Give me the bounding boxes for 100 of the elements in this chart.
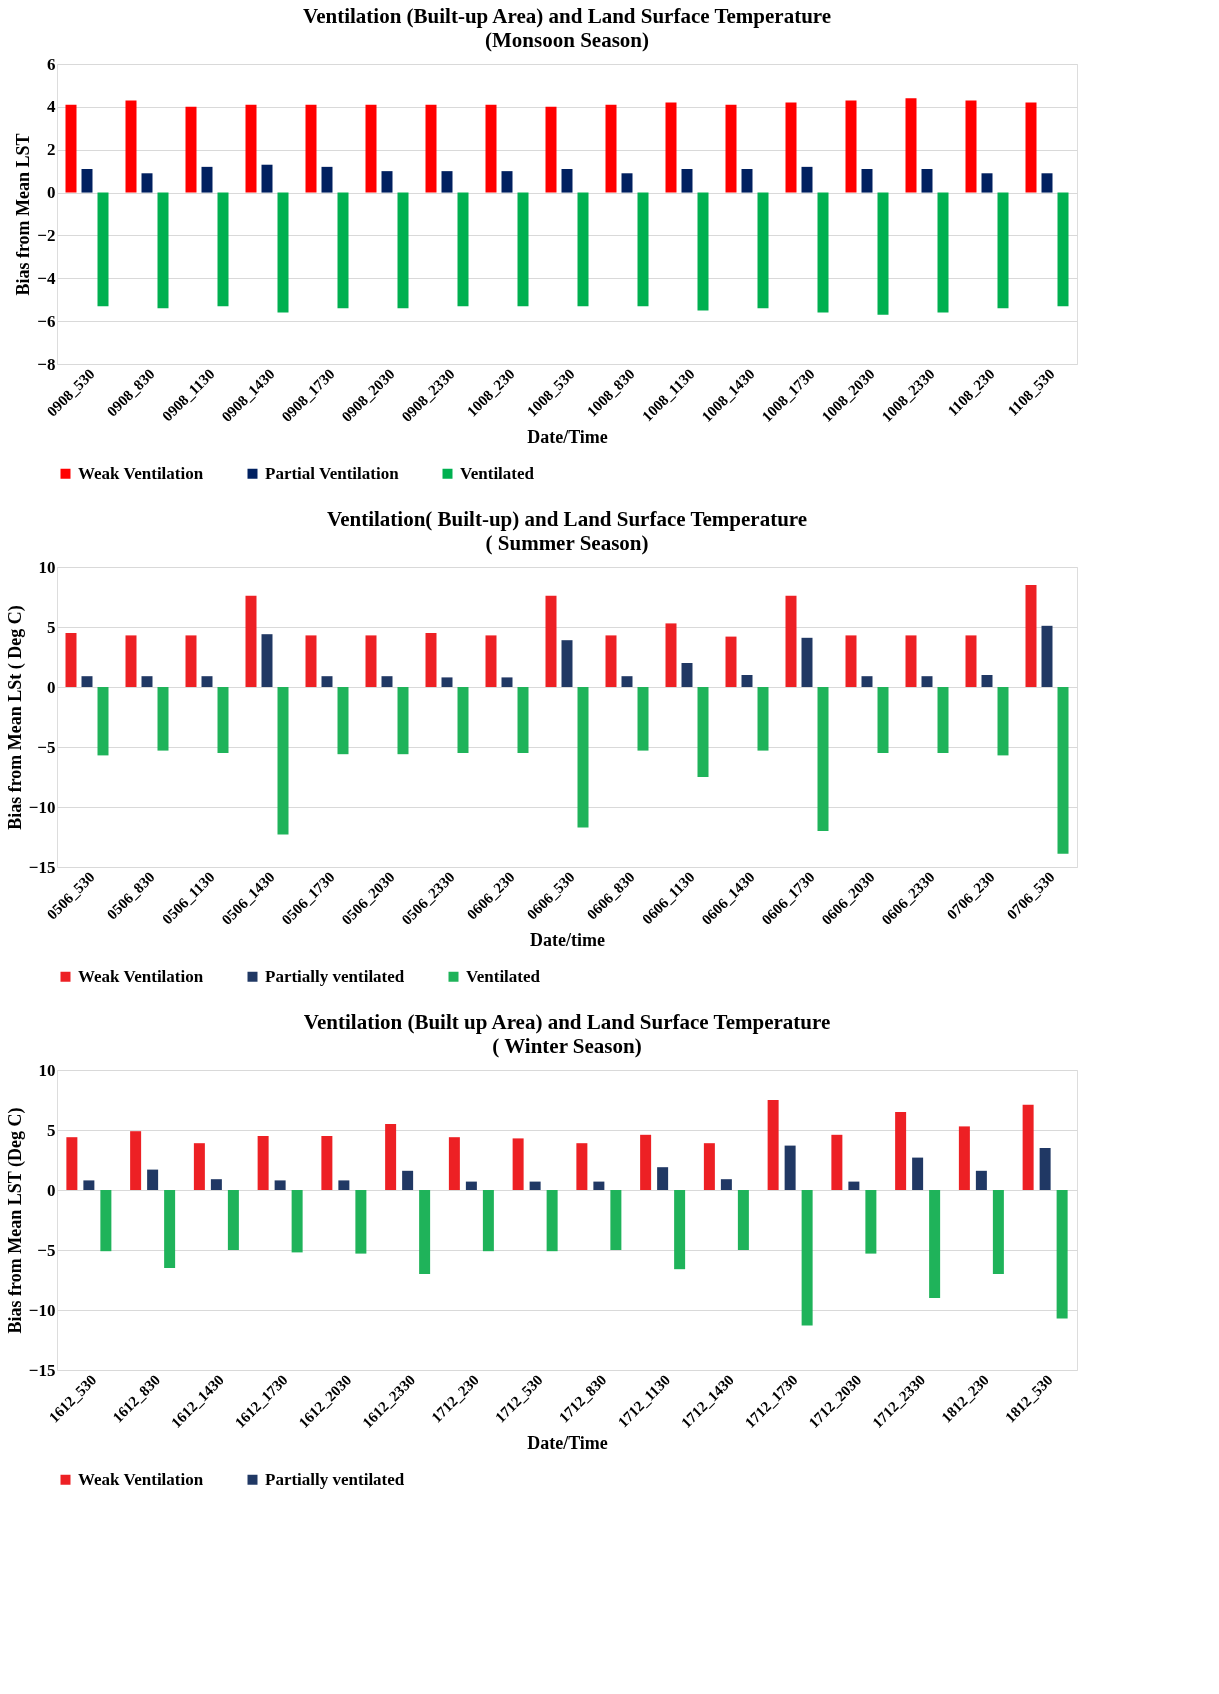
bar — [337, 192, 349, 309]
bar — [845, 100, 857, 193]
bar — [193, 1143, 205, 1190]
bar — [577, 687, 589, 828]
bar — [397, 192, 409, 309]
bar — [905, 98, 917, 193]
bar — [305, 104, 317, 193]
bar — [703, 1143, 715, 1190]
bar — [637, 687, 649, 751]
bar — [681, 169, 693, 193]
bar — [485, 635, 497, 687]
bar — [621, 676, 633, 687]
bar — [657, 1167, 669, 1190]
bar — [338, 1180, 350, 1190]
bar — [141, 676, 153, 687]
bar — [877, 192, 889, 315]
bar — [546, 1190, 558, 1252]
bar — [576, 1143, 588, 1190]
y-tick-label: −10 — [28, 797, 56, 817]
bar — [757, 687, 769, 751]
bar — [441, 677, 453, 687]
bar — [517, 687, 529, 753]
bar — [529, 1181, 541, 1190]
bar — [845, 635, 857, 687]
bar — [125, 100, 137, 193]
bar — [457, 192, 469, 307]
bar — [277, 192, 289, 313]
bar — [817, 192, 829, 313]
y-tick-label: −2 — [37, 225, 56, 245]
bar — [257, 1136, 269, 1190]
bar — [321, 166, 333, 193]
bar — [365, 635, 377, 687]
bar — [697, 687, 709, 777]
y-tick-label: 2 — [47, 140, 56, 160]
bar — [81, 676, 93, 687]
bar — [937, 687, 949, 753]
bar — [577, 192, 589, 307]
bar — [381, 676, 393, 687]
bar — [217, 687, 229, 753]
bar — [482, 1190, 494, 1252]
bar — [757, 192, 769, 309]
bar — [895, 1112, 907, 1190]
bar — [981, 675, 993, 687]
bar — [261, 164, 273, 193]
bar — [561, 640, 573, 687]
bar — [1041, 625, 1053, 687]
bar — [381, 171, 393, 193]
bar — [665, 102, 677, 193]
bar — [801, 166, 813, 193]
bar — [441, 171, 453, 193]
bar — [277, 687, 289, 835]
bar — [83, 1180, 95, 1190]
y-tick-label: −10 — [28, 1300, 56, 1320]
y-tick-label: −5 — [37, 737, 56, 757]
bar — [274, 1180, 286, 1190]
bar — [865, 1190, 877, 1254]
bar — [164, 1190, 176, 1268]
bar — [545, 595, 557, 687]
bar — [81, 169, 93, 193]
bar — [448, 1137, 460, 1190]
bar — [425, 104, 437, 193]
legend-label: Weak Ventilation — [78, 1469, 204, 1489]
legend-label: Partially ventilated — [265, 966, 405, 986]
bar — [402, 1170, 414, 1190]
bar — [1039, 1148, 1051, 1190]
bar — [681, 663, 693, 687]
bar — [419, 1190, 431, 1274]
bar — [65, 633, 77, 687]
bar — [785, 595, 797, 687]
bar — [337, 687, 349, 755]
bar — [501, 171, 513, 193]
y-tick-label: −6 — [37, 311, 56, 331]
bar — [97, 192, 109, 307]
bar — [958, 1126, 970, 1190]
bar — [185, 106, 197, 193]
y-axis-title: Bias from Mean LSt ( Deg C) — [4, 605, 26, 830]
bar — [767, 1100, 779, 1190]
y-axis-title: Bias from Mean LST — [13, 133, 34, 296]
bar — [741, 169, 753, 193]
bar — [1057, 192, 1069, 307]
bar — [665, 623, 677, 687]
bar — [517, 192, 529, 307]
bar — [831, 1134, 843, 1190]
bar — [157, 687, 169, 751]
bar — [545, 106, 557, 193]
bar — [965, 100, 977, 193]
bar — [997, 192, 1009, 309]
bar — [905, 635, 917, 687]
y-tick-label: −15 — [28, 857, 56, 877]
bar — [397, 687, 409, 755]
bar — [141, 173, 153, 193]
bar — [210, 1179, 222, 1190]
bar — [1025, 585, 1037, 687]
bar — [937, 192, 949, 313]
bar — [100, 1190, 112, 1252]
y-tick-label: 5 — [47, 1120, 56, 1140]
legend-label: Weak Ventilation — [78, 463, 204, 483]
bar — [1025, 102, 1037, 193]
bar — [512, 1138, 524, 1190]
y-tick-label: 5 — [47, 617, 56, 637]
